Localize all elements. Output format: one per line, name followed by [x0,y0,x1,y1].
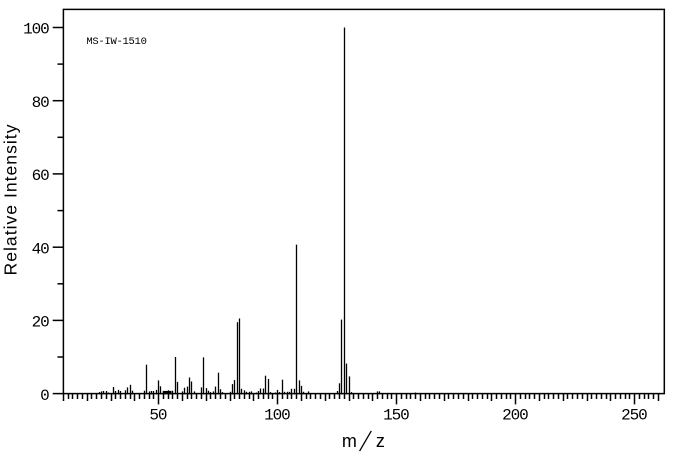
svg-text:60: 60 [32,167,50,185]
svg-text:Relative Intensity: Relative Intensity [1,124,21,276]
svg-text:50: 50 [149,407,167,425]
svg-text:20: 20 [32,314,50,332]
svg-text:100: 100 [23,21,49,39]
svg-text:40: 40 [32,240,50,258]
svg-text:z: z [376,431,385,451]
svg-text:0: 0 [40,387,49,405]
svg-text:200: 200 [502,407,528,425]
svg-text:80: 80 [32,94,50,112]
svg-text:m: m [342,431,357,451]
svg-text:100: 100 [264,407,290,425]
svg-text:MS-IW-1510: MS-IW-1510 [86,36,146,48]
svg-text:150: 150 [383,407,409,425]
svg-text:250: 250 [621,407,647,425]
